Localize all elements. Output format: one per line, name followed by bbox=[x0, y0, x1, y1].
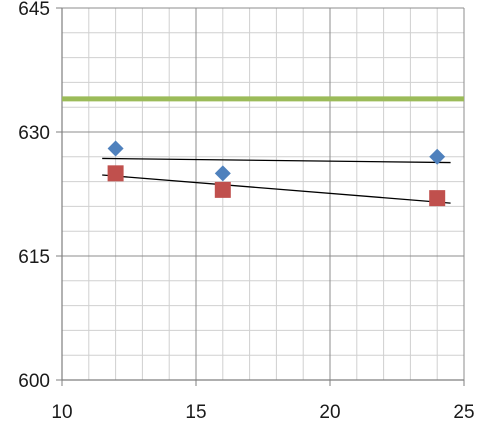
x-tick-labels: 10 15 20 25 bbox=[51, 402, 474, 423]
data-point-series-2 bbox=[214, 181, 231, 198]
y-tick-label: 600 bbox=[18, 371, 50, 392]
x-tick-label: 25 bbox=[453, 402, 474, 423]
trendlines bbox=[102, 157, 451, 204]
y-tick-labels: 600 615 630 645 bbox=[18, 0, 50, 392]
plot-axes bbox=[56, 7, 465, 386]
data-point-series-1 bbox=[107, 140, 124, 157]
data-point-series-1 bbox=[214, 165, 231, 182]
trendline-series-1 bbox=[102, 157, 451, 164]
x-tick-label: 20 bbox=[319, 402, 340, 423]
minor-gridlines bbox=[62, 8, 464, 380]
data-point-series-2 bbox=[107, 165, 124, 182]
x-tick-label: 10 bbox=[51, 402, 72, 423]
trendline-series-2 bbox=[102, 174, 451, 204]
x-tick-label: 15 bbox=[185, 402, 206, 423]
y-tick-label: 645 bbox=[18, 0, 50, 20]
y-tick-label: 615 bbox=[18, 247, 50, 268]
data-points bbox=[107, 140, 446, 207]
y-tick-label: 630 bbox=[18, 123, 50, 144]
data-point-series-1 bbox=[429, 148, 446, 165]
data-point-series-2 bbox=[429, 190, 446, 207]
major-gridlines bbox=[62, 7, 465, 380]
